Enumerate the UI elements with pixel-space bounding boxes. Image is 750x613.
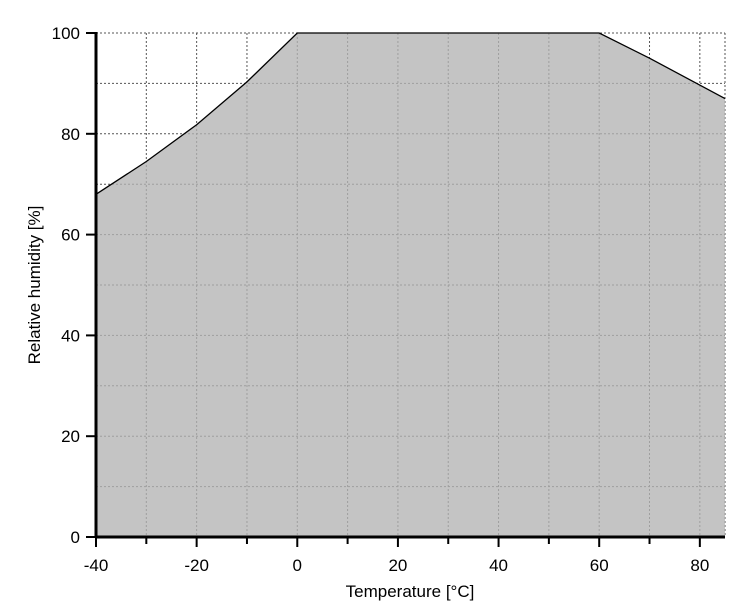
y-tick-label: 0 bbox=[71, 528, 80, 547]
y-tick-label: 100 bbox=[52, 24, 80, 43]
x-axis-ticks: -40 -20 0 20 40 60 80 bbox=[84, 537, 709, 575]
y-axis-title: Relative humidity [%] bbox=[25, 206, 44, 365]
y-axis-ticks: 0 20 40 60 80 100 bbox=[52, 24, 96, 547]
x-tick-label: 60 bbox=[590, 556, 609, 575]
y-tick-label: 20 bbox=[61, 427, 80, 446]
y-tick-label: 60 bbox=[61, 226, 80, 245]
y-tick-label: 40 bbox=[61, 326, 80, 345]
y-tick-label: 80 bbox=[61, 125, 80, 144]
x-tick-label: 0 bbox=[293, 556, 302, 575]
x-tick-label: -40 bbox=[84, 556, 109, 575]
humidity-boundary-line bbox=[95, 32, 726, 195]
x-tick-label: 80 bbox=[690, 556, 709, 575]
x-tick-label: 40 bbox=[489, 556, 508, 575]
humidity-area bbox=[96, 33, 725, 537]
x-tick-label: -20 bbox=[184, 556, 209, 575]
x-axis-title: Temperature [°C] bbox=[346, 582, 475, 601]
axes bbox=[94, 32, 725, 539]
x-tick-label: 20 bbox=[388, 556, 407, 575]
